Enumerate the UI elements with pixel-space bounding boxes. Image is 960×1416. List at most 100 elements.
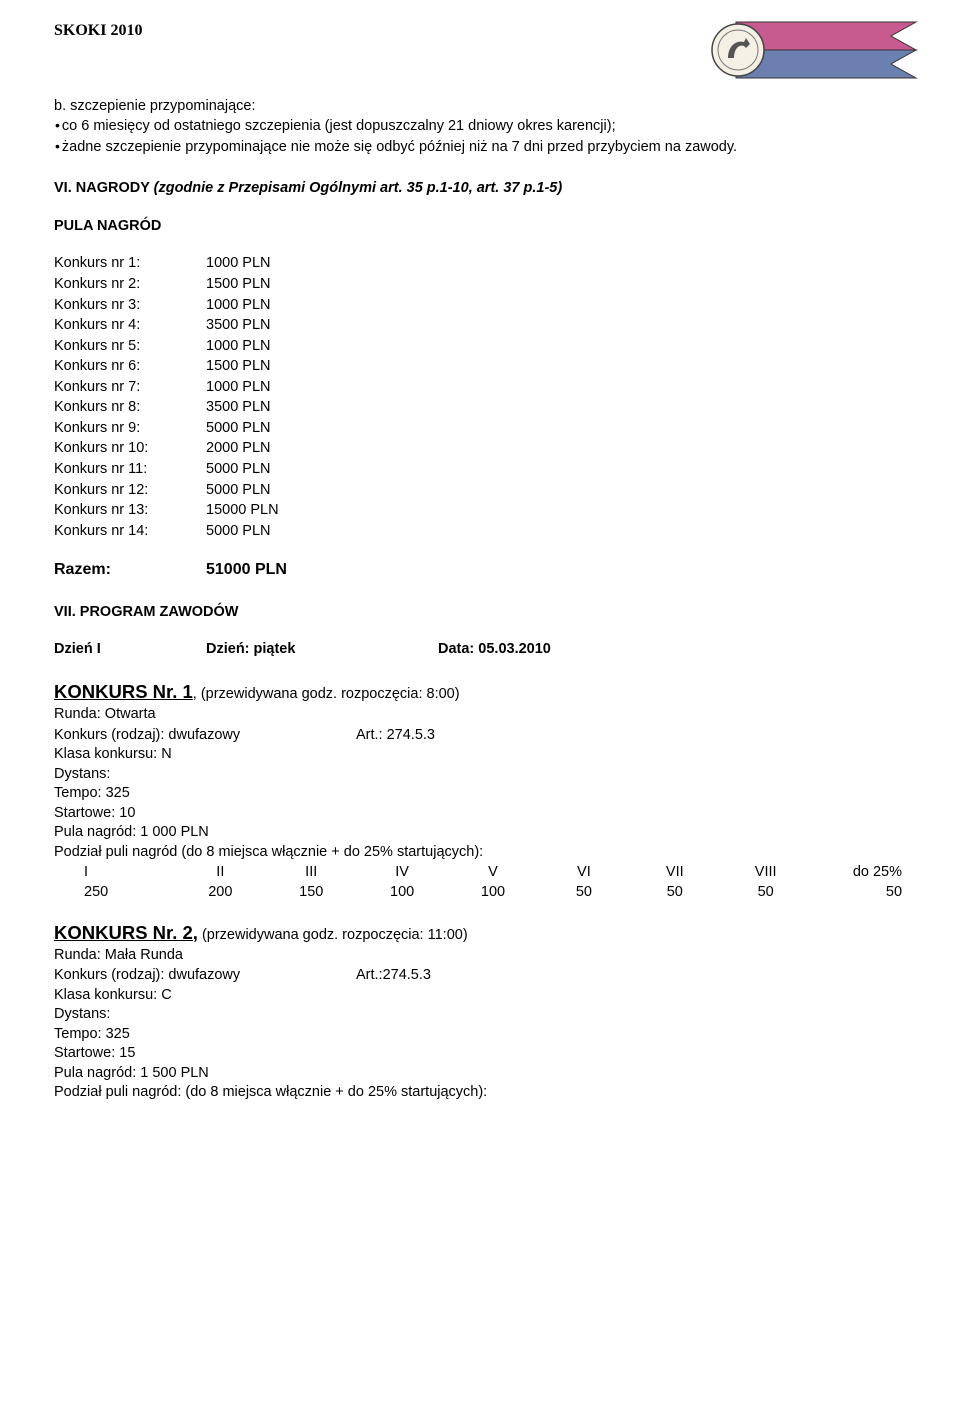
dist-header: III: [266, 863, 357, 883]
section-b-title: b. szczepienie przypominające:: [54, 97, 906, 117]
page-header: SKOKI 2010: [54, 18, 906, 89]
rodzaj-label: Konkurs (rodzaj): dwufazowy: [54, 726, 356, 746]
prize-label: Konkurs nr 14:: [54, 522, 206, 542]
prize-list: Konkurs nr 1:1000 PLNKonkurs nr 2:1500 P…: [54, 254, 906, 541]
section-vii-heading: VII. PROGRAM ZAWODÓW: [54, 603, 906, 623]
dist-value: 150: [266, 883, 357, 903]
konkurs-line: Pula nagród: 1 000 PLN: [54, 823, 906, 843]
konkurs-title-row: KONKURS Nr. 2, (przewidywana godz. rozpo…: [54, 921, 906, 946]
dist-header: do 25%: [811, 863, 902, 883]
prize-value: 1000 PLN: [206, 378, 271, 398]
prize-value: 5000 PLN: [206, 460, 271, 480]
prize-label: Konkurs nr 7:: [54, 378, 206, 398]
prize-label: Konkurs nr 5:: [54, 337, 206, 357]
dist-value: 100: [357, 883, 448, 903]
dist-col: III150: [266, 863, 357, 902]
konkurs-suffix: , (przewidywana godz. rozpoczęcia: 8:00): [193, 686, 460, 702]
konkurs-line: Pula nagród: 1 500 PLN: [54, 1064, 906, 1084]
prize-value: 1500 PLN: [206, 275, 271, 295]
prize-value: 3500 PLN: [206, 316, 271, 336]
konkurs-title: KONKURS Nr. 1: [54, 681, 193, 702]
dist-col: VIII50: [720, 863, 811, 902]
dist-header: V: [448, 863, 539, 883]
dist-header: IV: [357, 863, 448, 883]
konkurs-title-row: KONKURS Nr. 1, (przewidywana godz. rozpo…: [54, 680, 906, 705]
distribution-table: I250II200III150IV100V100VI50VII50VIII50d…: [54, 863, 906, 902]
dist-header: VI: [538, 863, 629, 883]
konkurs-line: Runda: Mała Runda: [54, 946, 906, 966]
prize-value: 1000 PLN: [206, 296, 271, 316]
dist-value: 50: [811, 883, 902, 903]
konkurs-2: KONKURS Nr. 2, (przewidywana godz. rozpo…: [54, 921, 906, 1103]
day-row: Dzień I Dzień: piątek Data: 05.03.2010: [54, 640, 906, 660]
prize-row: Konkurs nr 9:5000 PLN: [54, 419, 906, 439]
razem-label: Razem:: [54, 559, 206, 581]
dist-value: 250: [84, 883, 175, 903]
prize-label: Konkurs nr 1:: [54, 254, 206, 274]
day-col: Dzień: piątek: [206, 640, 438, 660]
konkurs-line: Dystans:: [54, 765, 906, 785]
rodzaj-label: Konkurs (rodzaj): dwufazowy: [54, 966, 356, 986]
prize-row: Konkurs nr 14:5000 PLN: [54, 522, 906, 542]
heading-italic: (zgodnie z Przepisami Ogólnymi art. 35 p…: [154, 180, 563, 196]
dist-value: 200: [175, 883, 266, 903]
prize-value: 5000 PLN: [206, 522, 271, 542]
prize-value: 5000 PLN: [206, 419, 271, 439]
konkurs-line: Klasa konkursu: C: [54, 986, 906, 1006]
skoki-title: SKOKI 2010: [54, 20, 142, 42]
prize-label: Konkurs nr 6:: [54, 357, 206, 377]
konkurs-line: Klasa konkursu: N: [54, 745, 906, 765]
konkurs-suffix: (przewidywana godz. rozpoczęcia: 11:00): [198, 927, 468, 943]
prize-value: 1000 PLN: [206, 254, 271, 274]
prize-value: 1500 PLN: [206, 357, 271, 377]
prize-label: Konkurs nr 10:: [54, 439, 206, 459]
prize-value: 5000 PLN: [206, 481, 271, 501]
prize-value: 15000 PLN: [206, 501, 279, 521]
prize-label: Konkurs nr 4:: [54, 316, 206, 336]
heading-text: VI. NAGRODY: [54, 180, 154, 196]
dist-col: VI50: [538, 863, 629, 902]
konkurs-line: Startowe: 15: [54, 1044, 906, 1064]
prize-label: Konkurs nr 3:: [54, 296, 206, 316]
konkurs-title: KONKURS Nr. 2,: [54, 922, 198, 943]
konkurs-1: KONKURS Nr. 1, (przewidywana godz. rozpo…: [54, 680, 906, 903]
dist-value: 100: [448, 883, 539, 903]
prize-label: Konkurs nr 13:: [54, 501, 206, 521]
razem-row: Razem: 51000 PLN: [54, 559, 906, 581]
dist-col: I250: [54, 863, 175, 902]
prize-row: Konkurs nr 4:3500 PLN: [54, 316, 906, 336]
prize-row: Konkurs nr 13:15000 PLN: [54, 501, 906, 521]
prize-row: Konkurs nr 6:1500 PLN: [54, 357, 906, 377]
konkurs-line: Tempo: 325: [54, 1025, 906, 1045]
dist-value: 50: [720, 883, 811, 903]
konkurs-line: Podział puli nagród (do 8 miejsca włączn…: [54, 843, 906, 863]
razem-value: 51000 PLN: [206, 559, 287, 581]
prize-row: Konkurs nr 12:5000 PLN: [54, 481, 906, 501]
prize-row: Konkurs nr 2:1500 PLN: [54, 275, 906, 295]
rodzaj-art: Art.: 274.5.3: [356, 726, 435, 746]
dist-value: 50: [538, 883, 629, 903]
prize-label: Konkurs nr 11:: [54, 460, 206, 480]
prize-value: 3500 PLN: [206, 398, 271, 418]
section-b: b. szczepienie przypominające: co 6 mies…: [54, 97, 906, 158]
prize-label: Konkurs nr 9:: [54, 419, 206, 439]
prize-row: Konkurs nr 10:2000 PLN: [54, 439, 906, 459]
dist-col: IV100: [357, 863, 448, 902]
prize-label: Konkurs nr 2:: [54, 275, 206, 295]
dist-value: 50: [629, 883, 720, 903]
dist-col: VII50: [629, 863, 720, 902]
dist-col: do 25%50: [811, 863, 906, 902]
konkurs-line: Konkurs (rodzaj): dwufazowy Art.:274.5.3: [54, 966, 906, 986]
dist-header: VIII: [720, 863, 811, 883]
bullet-item: żadne szczepienie przypominające nie moż…: [54, 137, 906, 158]
dist-col: V100: [448, 863, 539, 902]
konkurs-line: Konkurs (rodzaj): dwufazowy Art.: 274.5.…: [54, 726, 906, 746]
konkurs-line: Dystans:: [54, 1005, 906, 1025]
dist-col: II200: [175, 863, 266, 902]
konkurs-line: Runda: Otwarta: [54, 705, 906, 725]
day-col: Dzień I: [54, 640, 206, 660]
prize-row: Konkurs nr 7:1000 PLN: [54, 378, 906, 398]
konkurs-line: Tempo: 325: [54, 784, 906, 804]
prize-row: Konkurs nr 8:3500 PLN: [54, 398, 906, 418]
prize-label: Konkurs nr 12:: [54, 481, 206, 501]
